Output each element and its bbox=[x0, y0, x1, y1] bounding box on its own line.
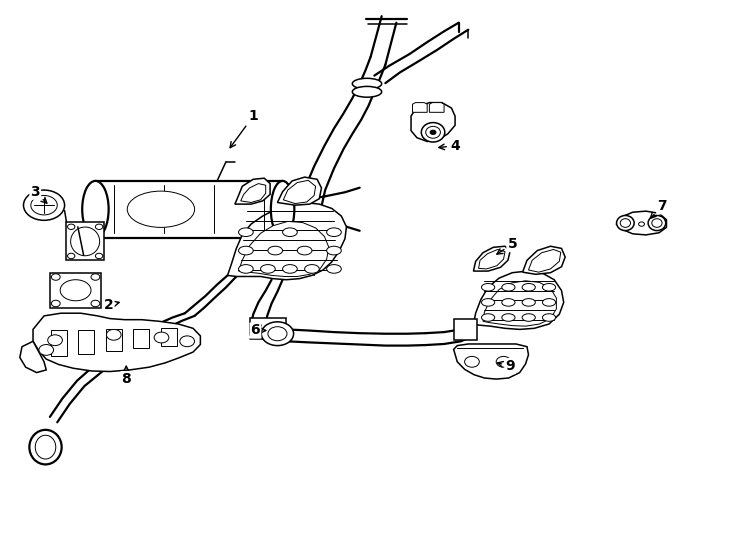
Polygon shape bbox=[161, 328, 177, 346]
Polygon shape bbox=[473, 246, 510, 271]
Polygon shape bbox=[106, 329, 122, 351]
Ellipse shape bbox=[68, 253, 75, 259]
Ellipse shape bbox=[239, 246, 253, 255]
Ellipse shape bbox=[261, 322, 294, 346]
Polygon shape bbox=[133, 329, 150, 348]
Ellipse shape bbox=[421, 123, 445, 142]
Ellipse shape bbox=[502, 314, 515, 321]
Polygon shape bbox=[20, 341, 46, 373]
Polygon shape bbox=[411, 103, 455, 141]
Ellipse shape bbox=[127, 191, 195, 227]
Polygon shape bbox=[51, 330, 67, 356]
Ellipse shape bbox=[239, 228, 253, 237]
Ellipse shape bbox=[268, 327, 287, 341]
Polygon shape bbox=[50, 273, 101, 308]
Ellipse shape bbox=[482, 314, 495, 321]
Polygon shape bbox=[235, 178, 270, 204]
Ellipse shape bbox=[327, 265, 341, 273]
Polygon shape bbox=[617, 211, 666, 235]
Text: 6: 6 bbox=[250, 323, 266, 338]
Ellipse shape bbox=[60, 280, 91, 301]
Ellipse shape bbox=[542, 299, 556, 306]
Text: 7: 7 bbox=[650, 199, 667, 218]
Ellipse shape bbox=[652, 219, 662, 227]
Ellipse shape bbox=[261, 265, 275, 273]
Ellipse shape bbox=[482, 299, 495, 306]
Polygon shape bbox=[95, 181, 283, 238]
Polygon shape bbox=[523, 246, 565, 274]
Ellipse shape bbox=[522, 299, 535, 306]
Ellipse shape bbox=[29, 430, 62, 464]
Ellipse shape bbox=[465, 356, 479, 367]
Ellipse shape bbox=[23, 190, 65, 220]
Ellipse shape bbox=[283, 265, 297, 273]
Polygon shape bbox=[250, 318, 286, 335]
Ellipse shape bbox=[51, 274, 60, 280]
Ellipse shape bbox=[297, 246, 312, 255]
Ellipse shape bbox=[39, 345, 54, 355]
Ellipse shape bbox=[542, 284, 556, 291]
Ellipse shape bbox=[352, 78, 382, 89]
Ellipse shape bbox=[352, 86, 382, 97]
Ellipse shape bbox=[283, 228, 297, 237]
Ellipse shape bbox=[239, 265, 253, 273]
Ellipse shape bbox=[180, 336, 195, 347]
Polygon shape bbox=[429, 103, 444, 112]
Ellipse shape bbox=[68, 224, 75, 230]
Ellipse shape bbox=[268, 246, 283, 255]
Ellipse shape bbox=[35, 435, 56, 459]
Ellipse shape bbox=[271, 181, 294, 238]
Ellipse shape bbox=[82, 181, 109, 238]
Ellipse shape bbox=[502, 299, 515, 306]
Text: 1: 1 bbox=[230, 109, 258, 148]
Ellipse shape bbox=[91, 274, 100, 280]
Text: 8: 8 bbox=[121, 366, 131, 386]
Text: 5: 5 bbox=[497, 237, 517, 254]
Ellipse shape bbox=[482, 284, 495, 291]
Ellipse shape bbox=[106, 329, 121, 340]
Polygon shape bbox=[78, 330, 94, 354]
Polygon shape bbox=[241, 184, 266, 202]
Ellipse shape bbox=[648, 215, 666, 231]
Polygon shape bbox=[413, 103, 427, 112]
Ellipse shape bbox=[522, 284, 535, 291]
Ellipse shape bbox=[496, 356, 511, 367]
Ellipse shape bbox=[426, 126, 440, 138]
Text: 3: 3 bbox=[30, 185, 47, 203]
Text: 4: 4 bbox=[439, 139, 460, 153]
Ellipse shape bbox=[639, 222, 644, 226]
Ellipse shape bbox=[327, 246, 341, 255]
Ellipse shape bbox=[70, 227, 100, 256]
Polygon shape bbox=[228, 202, 346, 280]
Ellipse shape bbox=[91, 300, 100, 307]
Polygon shape bbox=[483, 281, 556, 326]
Polygon shape bbox=[528, 249, 561, 272]
Ellipse shape bbox=[95, 224, 103, 230]
Text: 9: 9 bbox=[498, 359, 515, 373]
Ellipse shape bbox=[522, 314, 535, 321]
Ellipse shape bbox=[305, 265, 319, 273]
Ellipse shape bbox=[430, 130, 436, 134]
Polygon shape bbox=[239, 221, 329, 276]
Ellipse shape bbox=[154, 332, 169, 343]
Ellipse shape bbox=[617, 215, 634, 231]
Ellipse shape bbox=[327, 228, 341, 237]
Polygon shape bbox=[454, 344, 528, 379]
Ellipse shape bbox=[542, 314, 556, 321]
Ellipse shape bbox=[51, 300, 60, 307]
Polygon shape bbox=[479, 249, 505, 269]
Ellipse shape bbox=[95, 253, 103, 259]
Polygon shape bbox=[454, 319, 477, 340]
Polygon shape bbox=[66, 222, 104, 260]
Ellipse shape bbox=[48, 335, 62, 346]
Ellipse shape bbox=[502, 284, 515, 291]
Ellipse shape bbox=[31, 195, 57, 215]
Polygon shape bbox=[283, 180, 316, 204]
Polygon shape bbox=[33, 313, 200, 372]
Ellipse shape bbox=[620, 219, 631, 227]
Polygon shape bbox=[277, 177, 321, 205]
Text: 2: 2 bbox=[103, 298, 119, 312]
Polygon shape bbox=[473, 271, 564, 329]
